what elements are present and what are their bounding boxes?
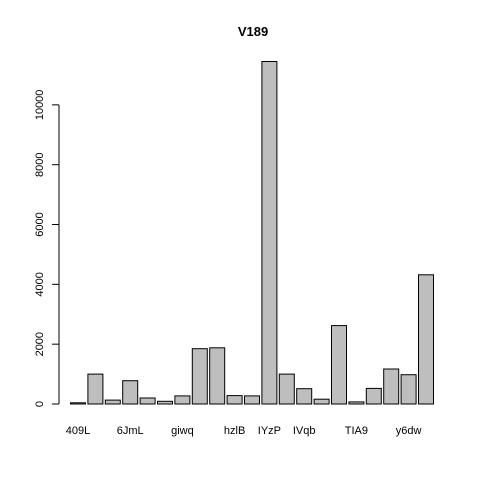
bar: [157, 400, 173, 405]
y-tick-label: 2000: [34, 332, 46, 356]
x-tick-label: IYzP: [258, 425, 281, 437]
x-tick-label: hzlB: [224, 425, 245, 437]
y-tick-label: 4000: [34, 272, 46, 296]
bar: [226, 395, 243, 405]
bar: [174, 395, 191, 405]
bar: [278, 373, 295, 405]
bar: [296, 388, 313, 405]
x-tick-label: 409L: [66, 425, 90, 437]
x-tick-label: TIA9: [345, 425, 368, 437]
y-tick-label: 10000: [34, 90, 46, 121]
bar: [104, 399, 121, 405]
x-axis-labels: 409L 6JmL giwq hzlB IYzP IVqb TIA9 y6dw: [66, 425, 422, 437]
bar: [209, 347, 226, 405]
bar: [87, 373, 104, 405]
bar: [191, 348, 208, 405]
bar: [400, 374, 417, 405]
bar: [383, 368, 400, 405]
x-tick-label: IVqb: [293, 425, 316, 437]
bar: [313, 398, 330, 405]
y-axis: 0 2000 4000 6000 8000 10000: [34, 90, 60, 407]
x-tick-label: giwq: [171, 425, 194, 437]
bar: [122, 380, 139, 405]
x-tick-label: y6dw: [396, 425, 422, 437]
bar: [365, 387, 382, 405]
bar: [418, 274, 434, 405]
bar: [139, 397, 156, 405]
bars-group: [70, 61, 434, 405]
x-tick-label: 6JmL: [117, 425, 144, 437]
y-tick-label: 0: [34, 401, 46, 407]
y-tick-label: 8000: [34, 152, 46, 176]
chart-title: V189: [238, 24, 268, 39]
bar: [331, 325, 347, 405]
bar: [348, 401, 365, 405]
bar: [261, 61, 278, 405]
bar: [70, 402, 86, 405]
y-tick-label: 6000: [34, 212, 46, 236]
bar: [244, 395, 260, 405]
